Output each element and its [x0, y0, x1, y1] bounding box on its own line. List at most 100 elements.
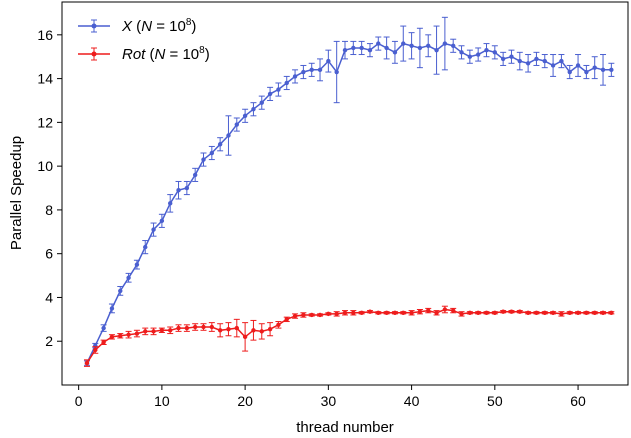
data-point [118, 288, 123, 294]
data-point [525, 310, 531, 315]
data-point [143, 244, 148, 250]
data-point [93, 347, 98, 353]
data-point [584, 310, 589, 315]
data-point [101, 340, 106, 345]
data-point [409, 43, 414, 48]
data-point [592, 65, 597, 70]
data-point [267, 326, 273, 332]
legend-item-1: Rot (N = 108) [78, 45, 210, 63]
data-point [176, 188, 181, 193]
data-point [317, 67, 323, 73]
data-point [401, 41, 406, 46]
data-point [259, 100, 264, 105]
data-point [534, 56, 539, 62]
data-point [534, 310, 539, 315]
data-point [600, 310, 606, 315]
series-layer [83, 16, 615, 367]
data-point [517, 309, 522, 314]
legend-swatch-marker [91, 51, 97, 57]
data-point [159, 218, 165, 224]
series-0 [83, 16, 615, 366]
data-point [217, 328, 223, 333]
data-point [326, 58, 331, 64]
y-tick-label: 12 [37, 114, 53, 130]
data-point [301, 69, 306, 75]
y-tick-label: 6 [45, 246, 53, 262]
y-tick-label: 10 [37, 158, 53, 174]
data-point [509, 54, 514, 59]
data-point [209, 150, 215, 156]
data-point [592, 310, 597, 315]
y-axis-label: Parallel Speedup [8, 136, 25, 250]
data-point [609, 310, 614, 315]
data-point [342, 47, 348, 53]
data-point [334, 311, 339, 317]
data-point [467, 310, 473, 315]
data-point [384, 310, 389, 315]
y-tick-label: 14 [37, 71, 53, 87]
data-point [159, 328, 165, 333]
data-point [376, 310, 381, 315]
data-point [192, 324, 198, 330]
data-point [334, 69, 339, 75]
data-point [192, 172, 198, 178]
data-point [442, 307, 448, 312]
x-tick-label: 40 [404, 393, 420, 409]
data-point [242, 334, 248, 340]
data-point [351, 45, 356, 51]
data-point [309, 312, 314, 318]
data-point [459, 50, 464, 55]
data-point [550, 63, 556, 68]
data-point [559, 311, 564, 317]
data-point [151, 227, 156, 232]
data-point [168, 201, 173, 206]
legend-swatch-marker [91, 23, 97, 29]
data-point [484, 47, 489, 53]
data-point [451, 43, 456, 48]
data-point [567, 69, 572, 75]
data-point [351, 310, 356, 315]
data-point [517, 58, 522, 64]
data-point [567, 310, 572, 315]
data-point [276, 322, 281, 328]
data-point [301, 312, 306, 318]
data-point [442, 41, 448, 46]
data-point [417, 309, 423, 314]
data-point [359, 45, 364, 51]
data-point [584, 69, 589, 75]
data-point [292, 74, 298, 79]
x-tick-label: 60 [570, 393, 586, 409]
x-axis-ticks: 0 10 20 30 40 50 60 [75, 385, 586, 409]
data-point [451, 308, 456, 313]
legend-label: X (N = 108) [121, 17, 196, 35]
data-point [326, 311, 331, 317]
data-point [542, 310, 547, 315]
data-point [109, 306, 115, 311]
data-point [550, 310, 556, 315]
plot-frame [61, 1, 629, 386]
data-point [409, 310, 414, 315]
data-point [276, 87, 281, 92]
data-point [176, 325, 181, 331]
data-point [84, 360, 90, 366]
data-point [467, 54, 473, 59]
data-point [559, 58, 564, 64]
data-point [384, 45, 389, 51]
data-point [525, 61, 531, 66]
y-tick-label: 8 [45, 202, 53, 218]
data-point [134, 262, 140, 267]
data-point [184, 185, 190, 191]
data-point [426, 308, 431, 313]
y-tick-label: 16 [37, 27, 53, 43]
legend-label: Rot (N = 108) [122, 45, 210, 63]
y-tick-label: 4 [45, 289, 53, 305]
data-point [492, 50, 498, 55]
data-point [118, 333, 123, 338]
data-point [434, 310, 439, 315]
data-point [317, 312, 323, 318]
data-point [401, 310, 406, 315]
data-point [251, 107, 256, 112]
legend: X (N = 108) Rot (N = 108) [78, 17, 210, 63]
data-point [134, 331, 140, 336]
